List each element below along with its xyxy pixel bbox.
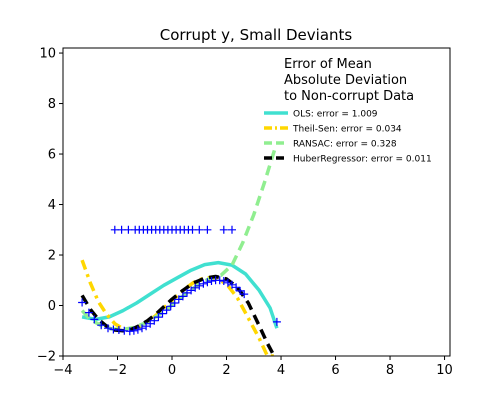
- x-tick-label: −2: [108, 363, 127, 378]
- data-point: [183, 288, 191, 297]
- data-point: [203, 278, 212, 287]
- data-point: [174, 295, 183, 304]
- data-point: [142, 322, 151, 331]
- x-tick-label: 0: [168, 363, 176, 378]
- data-point: [129, 326, 138, 335]
- y-tick-label: 6: [48, 148, 56, 163]
- x-tick-label: 10: [436, 363, 453, 378]
- data-point: [199, 279, 208, 288]
- data-point: [272, 317, 281, 326]
- chart-title: Corrupt y, Small Deviants: [160, 26, 353, 44]
- data-point: [219, 277, 228, 285]
- y-tick-label: 2: [48, 249, 56, 264]
- data-point: [166, 302, 175, 311]
- data-point: [104, 324, 112, 333]
- data-point: [219, 225, 228, 234]
- y-tick-label: 10: [39, 47, 56, 62]
- legend-title: Error of Mean Absolute Deviation to Non-co…: [284, 57, 414, 104]
- x-tick-label: 6: [331, 363, 339, 378]
- x-tick-label: −4: [53, 363, 72, 378]
- data-point: [195, 281, 204, 290]
- data-point: [110, 225, 119, 234]
- data-point: [162, 306, 171, 315]
- data-point: [117, 225, 126, 234]
- x-tick-label: 8: [386, 363, 394, 378]
- data-point: [114, 326, 123, 334]
- y-tick-label: 4: [48, 198, 56, 213]
- data-point: [240, 290, 249, 299]
- data-point: [146, 319, 155, 328]
- y-tick-label: 0: [48, 299, 56, 314]
- data-point: [138, 324, 146, 333]
- data-point: [223, 278, 232, 287]
- data-point: [187, 286, 196, 295]
- data-point: [191, 283, 200, 292]
- legend-label-0: OLS: error = 1.009: [293, 110, 378, 120]
- data-point: [207, 277, 216, 285]
- plot-lines: [80, 145, 279, 356]
- data-point: [90, 315, 99, 324]
- data-point: [170, 299, 179, 307]
- x-tick-label: 4: [277, 363, 285, 378]
- data-point: [188, 225, 197, 234]
- data-point: [195, 225, 204, 234]
- x-tick-label: 2: [222, 363, 230, 378]
- data-point: [133, 325, 142, 334]
- data-point: [97, 321, 106, 330]
- data-point: [84, 308, 93, 317]
- y-tick-label: −2: [37, 350, 56, 365]
- series-line-0: [81, 260, 279, 329]
- data-point: [215, 276, 224, 285]
- x-axis: −4 −2 0 2 4 6 8 10: [53, 356, 453, 378]
- y-axis: −2 0 2 4 6 8 10: [37, 47, 63, 365]
- data-point: [178, 292, 187, 301]
- series-line-3: [80, 274, 276, 356]
- plot-frame: [62, 47, 451, 357]
- data-point: [124, 225, 133, 234]
- legend-label-2: RANSAC: error = 0.328: [293, 140, 397, 150]
- legend-label-1: Theil-Sen: error = 0.034: [292, 125, 402, 135]
- data-point: [150, 316, 159, 325]
- series-line-1: [80, 259, 276, 356]
- data-point: [154, 313, 163, 322]
- data-point: [228, 280, 236, 289]
- data-point: [78, 298, 87, 307]
- data-point: [158, 309, 167, 318]
- y-tick-label: 8: [48, 97, 56, 112]
- legend-label-3: HuberRegressor: error = 0.011: [293, 155, 432, 165]
- data-point: [236, 286, 245, 295]
- plot-points: [78, 225, 281, 336]
- legend: Error of Mean Absolute Deviation to Non-co…: [264, 57, 432, 165]
- data-point: [203, 225, 212, 234]
- data-point: [232, 283, 241, 292]
- data-point: [228, 225, 236, 234]
